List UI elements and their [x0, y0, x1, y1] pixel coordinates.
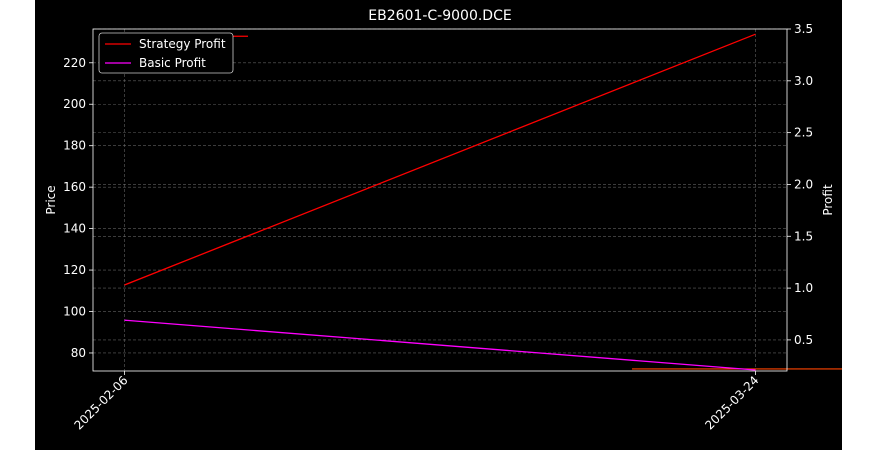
legend-label: Strategy Profit [139, 37, 226, 51]
y2-tick-label: 2.0 [794, 177, 813, 191]
y2-tick-label: 1.5 [794, 229, 813, 243]
figure: 80 100 120 140 160 180 200 220 0.5 1.0 1.5 2.0 2.5 3.… [35, 0, 842, 450]
y-tick-label: 200 [63, 97, 86, 111]
x-tick-label: 2025-03-24 [702, 373, 761, 432]
y2-tick-label: 1.0 [794, 281, 813, 295]
legend-label: Basic Profit [139, 56, 206, 70]
y-tick-label: 100 [63, 305, 86, 319]
y-tick-label: 80 [71, 346, 86, 360]
series-line [124, 319, 756, 371]
legend: Strategy Profit Basic Profit [98, 32, 234, 74]
y2-tick-label: 3.0 [794, 74, 813, 88]
series-line [124, 33, 756, 286]
chart-title: EB2601-C-9000.DCE [368, 8, 511, 24]
y-tick-label: 220 [63, 56, 86, 70]
y2-axis-label: Profit [821, 184, 835, 216]
y2-tick-label: 3.5 [794, 22, 813, 36]
chart: 80 100 120 140 160 180 200 220 0.5 1.0 1.5 2.0 2.5 3.… [44, 8, 842, 432]
y2-tick-label: 2.5 [794, 126, 813, 140]
y-axis-label: Price [44, 185, 58, 214]
y-tick-label: 160 [63, 180, 86, 194]
legend-box [98, 32, 234, 74]
y-tick-label: 140 [63, 222, 86, 236]
y-tick-label: 120 [63, 263, 86, 277]
x-tick-label: 2025-02-06 [71, 373, 130, 432]
y-tick-label: 180 [63, 139, 86, 153]
y2-tick-label: 0.5 [794, 333, 813, 347]
axes-frame [92, 28, 788, 372]
